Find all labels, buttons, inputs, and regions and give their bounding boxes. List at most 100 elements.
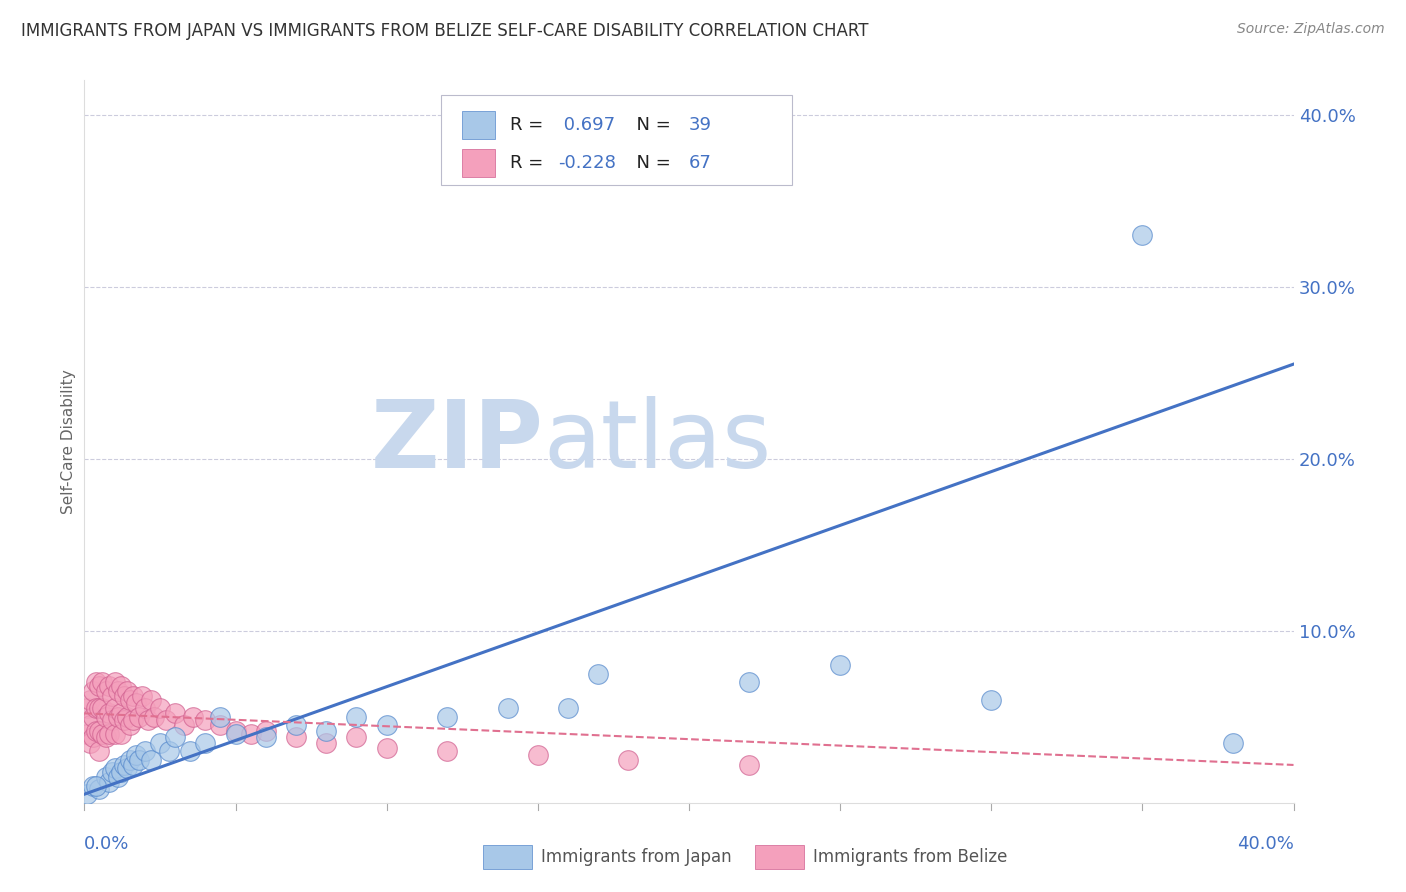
Point [557,701,579,715]
Point [165,731,187,745]
Text: R =: R = [510,154,548,172]
Point [97,775,120,789]
Point [1222,735,1244,749]
Point [107,770,129,784]
Point [94,770,117,784]
Point [254,723,277,738]
Point [181,710,204,724]
Point [82,779,104,793]
FancyBboxPatch shape [441,95,792,185]
Text: N =: N = [624,154,676,172]
Point [225,727,247,741]
Text: Source: ZipAtlas.com: Source: ZipAtlas.com [1237,22,1385,37]
Point [94,684,117,698]
Point [315,735,337,749]
Point [149,735,172,749]
Point [89,744,111,758]
Point [830,658,852,673]
Point [91,675,114,690]
Point [128,753,150,767]
Point [121,713,143,727]
Point [104,761,127,775]
Point [115,710,138,724]
Point [118,692,141,706]
Point [155,713,177,727]
Point [315,723,337,738]
Point [82,710,104,724]
Text: 67: 67 [689,154,711,172]
Point [173,718,195,732]
Point [128,710,150,724]
Point [100,689,122,703]
Text: 0.697: 0.697 [558,116,616,134]
Point [82,731,104,745]
Point [79,718,101,732]
Point [121,758,143,772]
Point [209,718,232,732]
Point [436,710,458,724]
Point [134,744,156,758]
Point [110,706,132,721]
Point [139,692,162,706]
Point [112,689,135,703]
Text: 0.0%: 0.0% [84,835,129,854]
Point [104,727,127,741]
Point [617,753,640,767]
Point [91,701,114,715]
Point [285,718,308,732]
Point [104,701,127,715]
Point [738,675,761,690]
Text: ZIP: ZIP [371,395,544,488]
Text: IMMIGRANTS FROM JAPAN VS IMMIGRANTS FROM BELIZE SELF-CARE DISABILITY CORRELATION: IMMIGRANTS FROM JAPAN VS IMMIGRANTS FROM… [21,22,869,40]
Point [738,758,761,772]
Point [89,723,111,738]
Point [107,710,129,724]
Point [346,731,368,745]
Point [112,713,135,727]
Text: -0.228: -0.228 [558,154,616,172]
Text: 40.0%: 40.0% [1237,835,1294,854]
Point [194,713,217,727]
Text: atlas: atlas [544,395,772,488]
Point [100,764,122,779]
Point [89,679,111,693]
Point [496,701,519,715]
Point [115,684,138,698]
Point [125,696,148,710]
Text: N =: N = [624,116,676,134]
Point [209,710,232,724]
Point [118,718,141,732]
Point [285,731,308,745]
Point [76,701,98,715]
Point [134,701,156,715]
Point [588,666,610,681]
Point [107,684,129,698]
Point [104,675,127,690]
Y-axis label: Self-Care Disability: Self-Care Disability [60,369,76,514]
Point [79,692,101,706]
Point [142,710,165,724]
Point [76,787,98,801]
Point [254,731,277,745]
Point [375,740,398,755]
Point [89,782,111,797]
Point [436,744,458,758]
Point [131,689,153,703]
Point [110,679,132,693]
Point [121,689,143,703]
FancyBboxPatch shape [461,112,495,138]
Point [346,710,368,724]
Point [97,679,120,693]
Point [375,718,398,732]
Text: 39: 39 [689,116,711,134]
Point [194,735,217,749]
Point [79,735,101,749]
Point [76,727,98,741]
Point [149,701,172,715]
Point [86,779,108,793]
Point [125,747,148,762]
Text: Immigrants from Japan: Immigrants from Japan [541,848,733,866]
Point [165,706,187,721]
Point [86,723,108,738]
FancyBboxPatch shape [461,150,495,177]
